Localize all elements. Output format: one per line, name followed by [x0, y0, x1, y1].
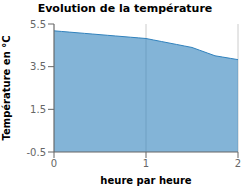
svg-text:1: 1 — [143, 158, 149, 169]
svg-text:5.5: 5.5 — [30, 19, 46, 30]
svg-text:heure par heure: heure par heure — [100, 175, 191, 186]
svg-text:Température en °C: Température en °C — [1, 35, 12, 140]
svg-text:3.5: 3.5 — [30, 61, 46, 72]
svg-text:0: 0 — [51, 158, 57, 169]
svg-text:-0.5: -0.5 — [26, 147, 46, 158]
html-text:Evolution de la température: Evolution de la température — [37, 2, 213, 15]
svg-text:1.5: 1.5 — [30, 104, 46, 115]
svg-text:2: 2 — [235, 158, 241, 169]
